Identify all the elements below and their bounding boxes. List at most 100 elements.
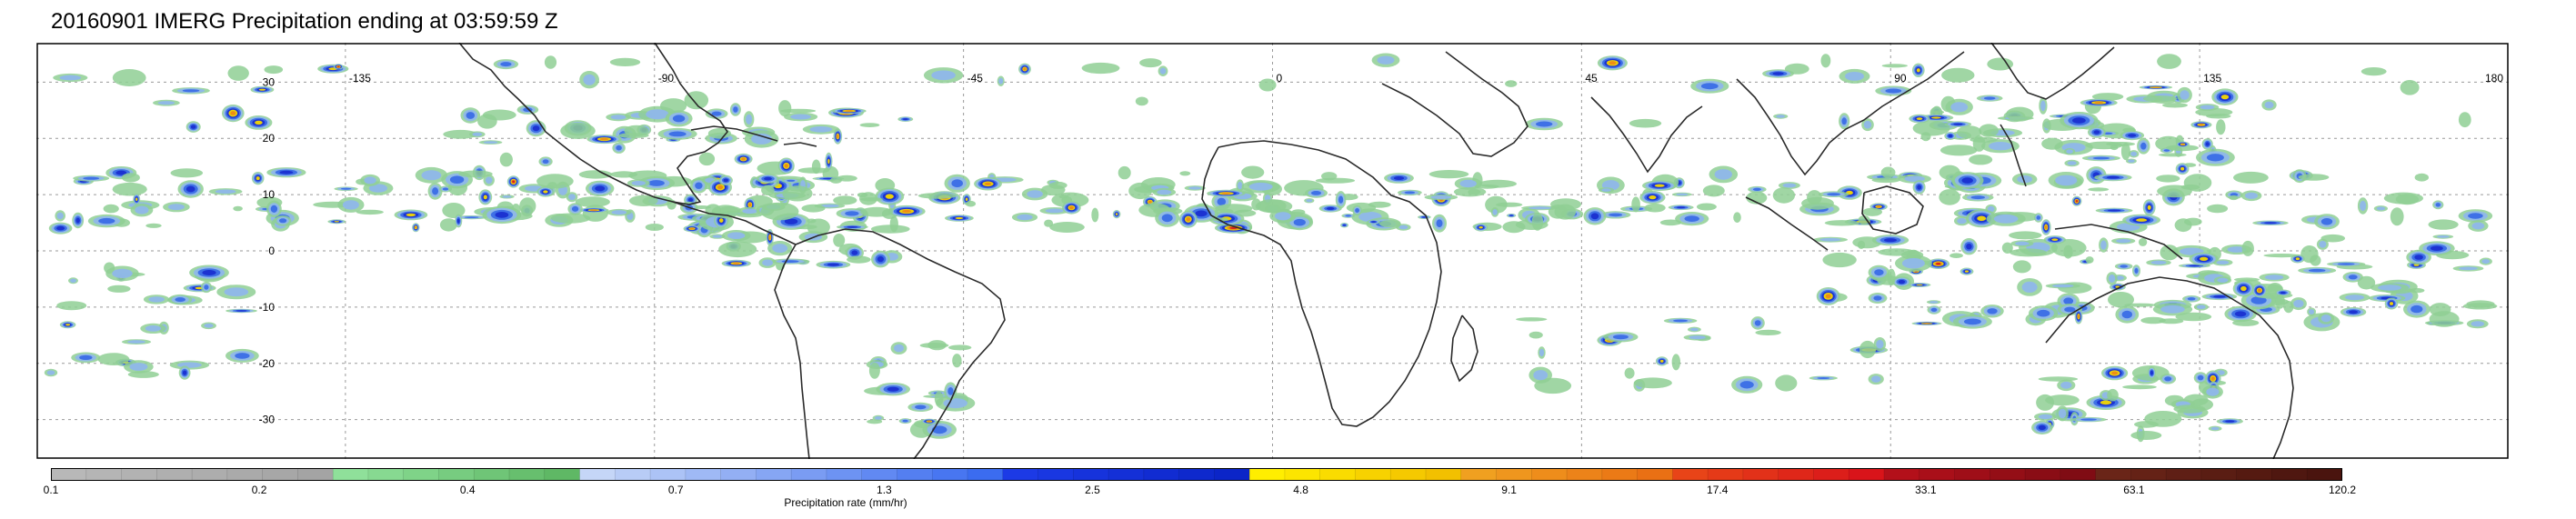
precip-cell	[2264, 274, 2284, 280]
precip-cell	[2376, 206, 2386, 211]
precip-cell	[2130, 431, 2162, 440]
precip-cell	[2471, 222, 2485, 230]
precip-cell	[2130, 151, 2138, 156]
precip-cell	[464, 216, 479, 219]
precip-cell	[59, 75, 82, 81]
precip-cell	[1023, 67, 1027, 71]
colorbar-cell	[2200, 468, 2238, 481]
precip-cell	[629, 195, 658, 206]
coastline-australia	[2045, 276, 2294, 459]
precip-cell	[1953, 123, 1963, 125]
precip-cell	[746, 114, 753, 125]
precip-cell	[927, 420, 931, 423]
precip-cell	[1817, 377, 1830, 379]
precip-cell	[741, 157, 746, 161]
precip-cell	[1217, 197, 1227, 206]
precip-cell	[2206, 154, 2224, 162]
precip-cell	[449, 175, 465, 184]
precip-cell	[1195, 210, 1208, 217]
precip-cell	[851, 250, 858, 255]
colorbar-cell	[1389, 468, 1427, 481]
precip-cell	[1428, 170, 1469, 179]
precip-cell	[2357, 275, 2376, 290]
precip-cell	[56, 225, 65, 231]
colorbar-cell	[2060, 468, 2097, 481]
precip-cell	[845, 211, 859, 216]
precip-cell	[2157, 185, 2192, 198]
colorbar-cell	[967, 468, 1004, 481]
precip-cell	[599, 137, 609, 141]
precip-cell	[2187, 297, 2196, 301]
precip-cell	[2309, 309, 2315, 314]
precip-cell	[560, 122, 596, 139]
precip-cell	[2051, 238, 2059, 241]
precip-cell	[948, 344, 972, 351]
precip-cell	[536, 174, 574, 189]
precip-cell	[784, 218, 798, 225]
precip-cell	[2175, 312, 2212, 322]
precip-cell	[1148, 200, 1152, 204]
coastlines	[458, 43, 2294, 459]
precip-cell	[2275, 294, 2285, 309]
precip-cell	[1221, 192, 1231, 195]
precip-cell	[2481, 259, 2491, 264]
precip-cell	[1950, 253, 1963, 258]
precip-cell	[1993, 214, 2019, 224]
colorbar-cell	[1425, 468, 1462, 481]
precip-cell	[2067, 161, 2077, 165]
graticule	[36, 43, 2509, 459]
precip-cell	[668, 131, 687, 137]
precip-cell	[2055, 175, 2078, 186]
precip-cell	[1377, 55, 1395, 65]
precip-cell	[2232, 319, 2260, 326]
precip-cell	[611, 210, 627, 215]
colorbar-cell	[403, 468, 440, 481]
precip-cell	[356, 209, 384, 215]
precip-cell	[443, 129, 478, 139]
precip-cell	[917, 193, 957, 199]
precip-cell	[2116, 239, 2131, 244]
precip-cell	[2308, 268, 2326, 273]
precip-cell	[204, 324, 214, 328]
precip-cell	[2080, 418, 2097, 421]
colorbar-cell	[1848, 468, 1885, 481]
precip-cell	[860, 206, 894, 217]
colorbar-title: Precipitation rate (mm/hr)	[784, 496, 907, 509]
precip-cell	[2320, 314, 2331, 323]
precip-cell	[170, 168, 204, 178]
precip-cell	[2466, 300, 2495, 308]
precip-cell	[1421, 216, 1427, 218]
precip-cell	[230, 111, 236, 115]
precip-cell	[2264, 222, 2277, 225]
precip-cell	[2436, 235, 2450, 238]
precip-cell	[2240, 285, 2247, 292]
precip-cell	[135, 197, 138, 202]
precip-cell	[1453, 186, 1487, 197]
colorbar-cell	[332, 468, 369, 481]
precip-cell	[1714, 169, 1733, 180]
precip-cell	[707, 128, 732, 139]
precip-cell	[215, 189, 236, 195]
colorbar-cell	[1813, 468, 1850, 481]
precip-cell	[780, 108, 817, 114]
precip-cell	[1492, 209, 1498, 215]
precip-cell	[2041, 137, 2063, 150]
precip-cell	[2110, 145, 2119, 151]
precip-cell	[368, 184, 387, 193]
precip-cell	[1702, 185, 1725, 197]
precip-cell	[902, 118, 908, 121]
precip-cell	[2207, 204, 2229, 214]
precip-cell	[337, 65, 340, 67]
precip-cell	[1049, 222, 1085, 233]
precip-cell	[2134, 267, 2139, 274]
precip-cell	[2142, 95, 2178, 103]
precip-cell	[334, 221, 340, 223]
precip-cell	[2150, 370, 2153, 375]
precip-cell	[2115, 275, 2124, 281]
colorbar-tick-label: 0.4	[459, 484, 476, 496]
precip-cell	[2040, 100, 2046, 112]
precip-cell	[2241, 240, 2254, 256]
precip-cell	[1936, 263, 1941, 265]
precip-cell	[1696, 203, 1717, 211]
precip-cell	[2383, 192, 2423, 205]
